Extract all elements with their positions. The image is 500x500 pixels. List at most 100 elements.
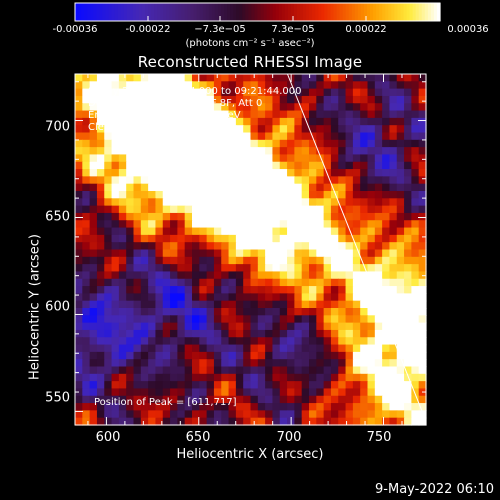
heatmap-cell xyxy=(192,308,200,316)
heatmap-cell xyxy=(338,249,347,258)
heatmap-cell xyxy=(418,308,427,316)
heatmap-cell xyxy=(360,381,369,390)
heatmap-cell xyxy=(235,322,244,331)
heatmap-cell xyxy=(272,337,281,346)
heatmap-cell xyxy=(235,293,244,302)
heatmap-cell xyxy=(367,191,376,199)
heatmap-cell xyxy=(330,395,339,404)
heatmap-cell xyxy=(206,139,215,148)
heatmap-cell xyxy=(360,286,369,294)
heatmap-cell xyxy=(250,286,259,294)
heatmap-cell xyxy=(206,227,215,236)
heatmap-cell xyxy=(287,110,295,119)
colorbar-segment xyxy=(129,3,134,21)
heatmap-cell xyxy=(272,169,281,177)
heatmap-cell xyxy=(374,351,383,360)
heatmap-cell xyxy=(389,388,398,397)
heatmap-cell xyxy=(243,220,252,229)
heatmap-cell xyxy=(287,125,295,134)
heatmap-cell xyxy=(199,403,208,411)
heatmap-cell xyxy=(89,264,98,273)
heatmap-cell xyxy=(126,403,135,411)
heatmap-cell xyxy=(418,300,427,309)
heatmap-cell xyxy=(323,183,332,192)
heatmap-cell xyxy=(272,366,281,375)
heatmap-cell xyxy=(228,220,237,229)
heatmap-cell xyxy=(323,300,332,309)
heatmap-cell xyxy=(272,74,281,82)
heatmap-cell xyxy=(96,212,105,221)
heatmap-cell xyxy=(243,154,252,163)
heatmap-cell xyxy=(111,191,120,199)
heatmap-cell xyxy=(287,220,295,229)
heatmap-cell xyxy=(235,110,244,119)
heatmap-cell xyxy=(287,183,295,192)
heatmap-cell xyxy=(177,117,186,126)
clean-counts-text: Clean Total counts: 8.52E+03 xyxy=(88,122,236,133)
heatmap-cell xyxy=(316,395,325,404)
heatmap-cell xyxy=(243,147,252,156)
heatmap-cell xyxy=(367,278,376,287)
heatmap-cell xyxy=(360,264,369,273)
heatmap-cell xyxy=(265,81,274,90)
colorbar-segment xyxy=(433,3,438,21)
heatmap-cell xyxy=(221,161,230,170)
heatmap-cell xyxy=(301,117,310,126)
heatmap-cell xyxy=(374,161,383,170)
heatmap-cell xyxy=(382,351,391,360)
heatmap-cell xyxy=(250,234,259,243)
heatmap-cell xyxy=(192,205,200,214)
heatmap-cell xyxy=(213,110,222,119)
heatmap-cell xyxy=(96,271,105,280)
heatmap-cell xyxy=(367,403,376,411)
colorbar-segment xyxy=(208,3,213,21)
heatmap-cell xyxy=(243,403,252,411)
heatmap-cell xyxy=(148,249,157,258)
heatmap-cell xyxy=(382,286,391,294)
heatmap-cell xyxy=(396,271,405,280)
heatmap-cell xyxy=(184,395,193,404)
heatmap-cell xyxy=(272,410,281,419)
heatmap-cell xyxy=(294,366,303,375)
heatmap-cell xyxy=(235,308,244,316)
heatmap-cell xyxy=(104,286,113,294)
heatmap-cell xyxy=(126,139,135,148)
colorbar-tick-label: −7.3e−05 xyxy=(194,24,246,35)
heatmap-cell xyxy=(82,154,91,163)
heatmap-cell xyxy=(82,278,91,287)
heatmap-cell xyxy=(177,169,186,177)
heatmap-cell xyxy=(228,117,237,126)
heatmap-cell xyxy=(221,381,230,390)
heatmap-cell xyxy=(374,410,383,419)
heatmap-cell xyxy=(389,161,398,170)
heatmap-cell xyxy=(374,286,383,294)
heatmap-cell xyxy=(192,293,200,302)
heatmap-cell xyxy=(265,249,274,258)
heatmap-cell xyxy=(389,147,398,156)
heatmap-cell xyxy=(330,249,339,258)
heatmap-cell xyxy=(96,169,105,177)
colorbar-segment xyxy=(187,3,192,21)
heatmap-cell xyxy=(221,315,230,324)
colorbar-segment xyxy=(312,3,316,21)
heatmap-cell xyxy=(316,308,325,316)
heatmap-cell xyxy=(309,132,317,141)
heatmap-cell xyxy=(235,132,244,141)
heatmap-cell xyxy=(235,344,244,353)
heatmap-cell xyxy=(287,359,295,368)
heatmap-cell xyxy=(177,264,186,273)
heatmap-cell xyxy=(126,74,135,82)
heatmap-cell xyxy=(221,366,230,375)
heatmap-cell xyxy=(126,293,135,302)
heatmap-cell xyxy=(96,344,105,353)
heatmap-cell xyxy=(323,249,332,258)
heatmap-cell xyxy=(279,278,288,287)
heatmap-cell xyxy=(265,132,274,141)
heatmap-cell xyxy=(170,95,178,104)
heatmap-cell xyxy=(265,344,274,353)
heatmap-cell xyxy=(301,300,310,309)
heatmap-cell xyxy=(338,117,347,126)
heatmap-cell xyxy=(206,176,215,185)
heatmap-cell xyxy=(265,139,274,148)
heatmap-cell xyxy=(206,147,215,156)
